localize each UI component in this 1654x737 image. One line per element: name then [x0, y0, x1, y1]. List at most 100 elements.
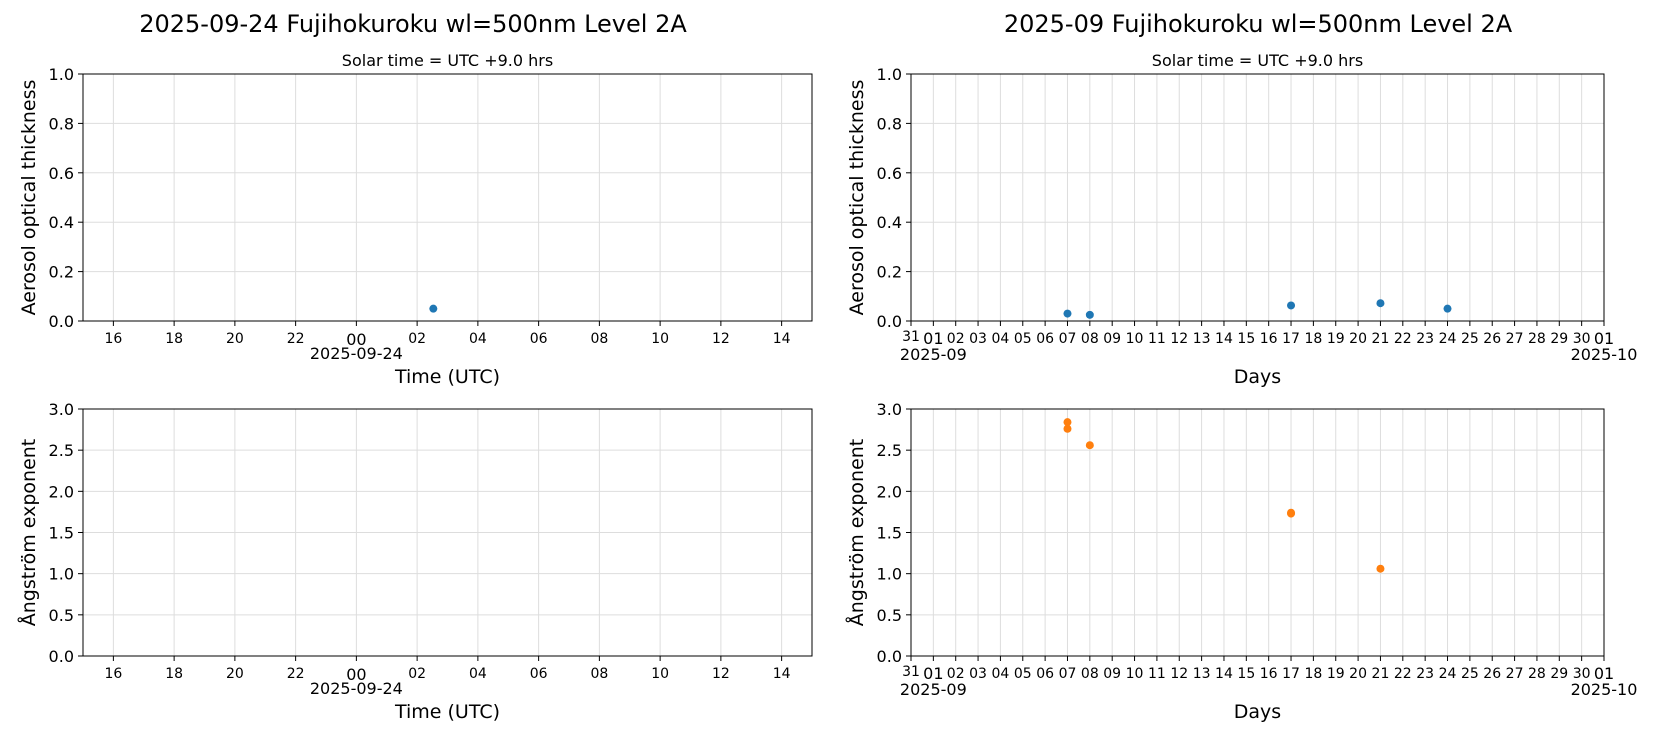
y-tick-label: 0.2 [49, 263, 74, 282]
plot-frame [910, 73, 1605, 322]
y-tick-label: 2.5 [877, 441, 902, 460]
x-tick-label: 01 [923, 329, 943, 348]
x-tick-label: 08 [590, 331, 608, 347]
x-tick-label: 30 [1573, 331, 1591, 347]
subplot-title: Solar time = UTC +9.0 hrs [342, 51, 553, 70]
x-tick-label: 17 [1282, 666, 1300, 682]
x-tick-label: 24 [1439, 331, 1457, 347]
data-point [1085, 310, 1094, 319]
x-tick-label: 08 [1081, 666, 1099, 682]
x-tick-label: 07 [1059, 331, 1077, 347]
y-tick-label: 1.5 [877, 524, 902, 543]
x-tick-label: 18 [1304, 331, 1322, 347]
x-date-label: 2025-10 [1571, 345, 1638, 364]
y-tick-label: 1.0 [49, 65, 74, 84]
x-tick-label: 01 [1594, 329, 1614, 348]
y-tick-label: 0.6 [877, 164, 902, 183]
y-axis-label: Ångström exponent [845, 439, 868, 627]
data-point [1376, 564, 1385, 573]
x-tick-label: 02 [947, 666, 965, 682]
x-tick-label: 18 [165, 666, 183, 682]
x-tick-label: 14 [1215, 331, 1233, 347]
data-point [429, 304, 438, 313]
y-tick-label: 3.0 [877, 400, 902, 419]
x-tick-label: 25 [1461, 331, 1479, 347]
x-tick-label: 16 [104, 331, 122, 347]
x-tick-label: 20 [1349, 666, 1367, 682]
x-tick-label: 16 [104, 666, 122, 682]
x-tick-label: 04 [992, 331, 1010, 347]
x-tick-label: 10 [1126, 331, 1144, 347]
x-tick-label: 09 [1103, 666, 1121, 682]
y-tick-label: 0.8 [49, 114, 74, 133]
x-tick-label: 25 [1461, 666, 1479, 682]
data-point [1085, 441, 1094, 450]
y-tick-label: 3.0 [49, 400, 74, 419]
y-axis-label: Aerosol optical thickness [846, 80, 868, 316]
left-figure-title: 2025-09-24 Fujihokuroku wl=500nm Level 2… [139, 10, 687, 38]
x-tick-label: 03 [969, 331, 987, 347]
data-point [1287, 301, 1296, 310]
x-date-label: 2025-09-24 [310, 679, 403, 698]
y-tick-label: 0.4 [49, 213, 74, 232]
x-tick-label: 23 [1416, 666, 1434, 682]
data-point [1376, 299, 1385, 308]
x-tick-label: 16 [1260, 331, 1278, 347]
x-date-label: 2025-09 [900, 680, 967, 699]
x-axis-label: Time (UTC) [394, 366, 500, 388]
x-tick-label: 14 [1215, 666, 1233, 682]
y-tick-label: 2.5 [49, 441, 74, 460]
y-tick-label: 2.0 [877, 482, 902, 501]
x-tick-label: 10 [651, 666, 669, 682]
x-tick-label: 04 [992, 666, 1010, 682]
x-tick-label: 01 [1594, 664, 1614, 683]
x-tick-label: 26 [1483, 666, 1501, 682]
x-tick-label: 18 [165, 331, 183, 347]
x-tick-label: 04 [469, 331, 487, 347]
x-axis-label: Days [1234, 366, 1281, 388]
x-tick-label: 05 [1014, 666, 1032, 682]
x-tick-label: 18 [1304, 666, 1322, 682]
x-tick-label: 13 [1193, 666, 1211, 682]
x-tick-label: 20 [1349, 331, 1367, 347]
x-tick-label: 30 [1573, 666, 1591, 682]
x-tick-label: 06 [530, 331, 548, 347]
x-tick-label: 28 [1528, 666, 1546, 682]
x-tick-label: 20 [226, 666, 244, 682]
x-tick-label: 22 [1394, 666, 1412, 682]
y-tick-label: 1.0 [877, 65, 902, 84]
x-tick-label: 14 [773, 666, 791, 682]
x-tick-label: 17 [1282, 331, 1300, 347]
plot-frame [82, 73, 813, 322]
x-tick-label: 12 [712, 331, 730, 347]
data-point [1443, 304, 1452, 313]
x-tick-label: 10 [1126, 666, 1144, 682]
right-figure-title: 2025-09 Fujihokuroku wl=500nm Level 2A [1003, 10, 1513, 38]
x-tick-label: 11 [1148, 331, 1166, 347]
x-tick-label: 06 [530, 666, 548, 682]
y-tick-label: 1.0 [49, 565, 74, 584]
x-tick-label: 05 [1014, 331, 1032, 347]
x-tick-label: 26 [1483, 331, 1501, 347]
x-tick-label: 19 [1327, 331, 1345, 347]
x-tick-label: 06 [1036, 331, 1054, 347]
data-point [1287, 509, 1296, 518]
x-axis-label: Days [1234, 701, 1281, 723]
x-tick-label: 07 [1059, 666, 1077, 682]
data-point [1063, 418, 1072, 427]
x-tick-label: 02 [408, 666, 426, 682]
y-axis-label: Ångström exponent [17, 439, 40, 627]
data-point [1063, 424, 1072, 433]
x-tick-label: 02 [408, 331, 426, 347]
x-tick-label: 22 [287, 331, 305, 347]
x-tick-label: 23 [1416, 331, 1434, 347]
x-tick-label: 15 [1237, 331, 1255, 347]
y-tick-label: 0.0 [877, 312, 902, 331]
x-tick-label: 01 [923, 664, 943, 683]
x-tick-label: 09 [1103, 331, 1121, 347]
x-tick-label: 24 [1439, 666, 1457, 682]
x-tick-label: 14 [773, 331, 791, 347]
x-date-label: 2025-10 [1571, 680, 1638, 699]
x-date-label: 2025-09-24 [310, 344, 403, 363]
x-tick-label: 13 [1193, 331, 1211, 347]
